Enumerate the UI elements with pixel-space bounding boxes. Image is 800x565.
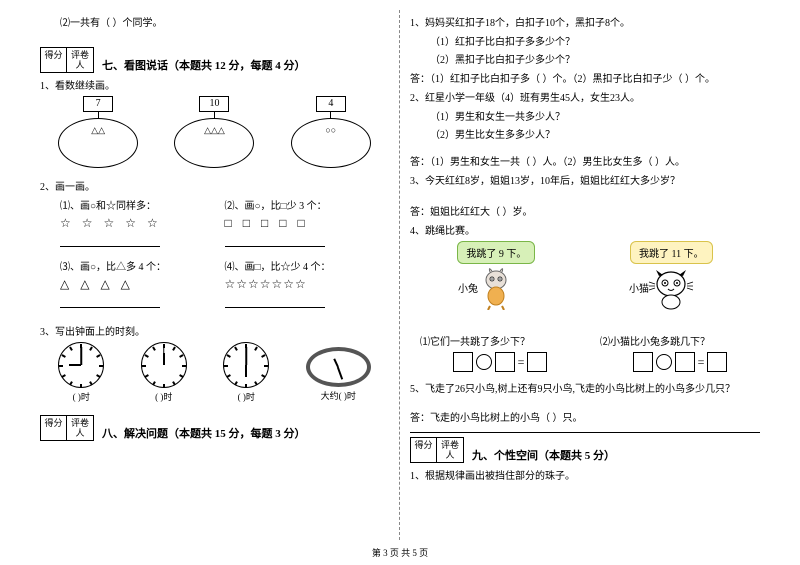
q8-2: 2、红星小学一年级（4）班有男生45人，女生23人。 xyxy=(410,89,760,104)
q8-1-2: （2）黑扣子比白扣子少多少个？ xyxy=(410,51,760,66)
section-9-title: 九、个性空间（本题共 5 分） xyxy=(472,447,615,463)
q7-3: 3、写出钟面上的时刻。 xyxy=(40,323,389,338)
q8-4-2: ⑵小猫比小兔多跳几下？ xyxy=(600,333,760,348)
draw-1: ⑴、画○和☆同样多： ☆ ☆ ☆ ☆ ☆ xyxy=(60,197,225,250)
clock-1 xyxy=(58,342,104,388)
num-box-2: 10 xyxy=(199,96,229,112)
q8-1-1: （1）红扣子比白扣子多多少个？ xyxy=(410,33,760,48)
q8-1: 1、妈妈买红扣子18个，白扣子10个，黑扣子8个。 xyxy=(410,14,760,29)
oval-2: △△△ xyxy=(174,118,254,168)
cat-bubble: 我跳了 11 下。 xyxy=(630,241,713,264)
q8-1-ans: 答：（1）红扣子比白扣子多（ ）个。（2）黑扣子比白扣子少（ ）个。 xyxy=(410,70,760,85)
q7-2: 2、画一画。 xyxy=(40,178,389,193)
num-box-1: 7 xyxy=(83,96,113,112)
q8-4-1: ⑴它们一共跳了多少下？ xyxy=(420,333,580,348)
draw-3: ⑶、画○，比△多 4 个： △ △ △ △ xyxy=(60,258,225,311)
rabbit-icon: 小兔 xyxy=(476,268,516,325)
num-box-3: 4 xyxy=(316,96,346,112)
q8-3: 3、今天红红8岁，姐姐13岁，10年后，姐姐比红红大多少岁？ xyxy=(410,172,760,187)
q8-5: 5、飞走了26只小鸟,树上还有9只小鸟,飞走的小鸟比树上的小鸟多少几只？ xyxy=(410,380,760,395)
cat-icon: 小猫 xyxy=(648,268,694,325)
q8-2-1: （1）男生和女生一共多少人？ xyxy=(410,108,760,123)
oval-3: ○○ xyxy=(291,118,371,168)
draw-4: ⑷、画□，比☆少 4 个： ☆☆☆☆☆☆☆ xyxy=(225,258,390,311)
rabbit-bubble: 我跳了 9 下。 xyxy=(457,241,535,264)
section-7-title: 七、看图说话（本题共 12 分，每题 4 分） xyxy=(102,57,306,73)
oval-1: △△ xyxy=(58,118,138,168)
q8-2-ans: 答：（1）男生和女生一共（ ）人。（2）男生比女生多（ ）人。 xyxy=(410,153,760,168)
score-box: 得分评卷人 xyxy=(40,47,94,73)
page-footer: 第 3 页 共 5 页 xyxy=(0,546,800,559)
q8-4: 4、跳绳比赛。 xyxy=(410,222,760,237)
section-8-title: 八、解决问题（本题共 15 分，每题 3 分） xyxy=(102,425,306,441)
score-box-8: 得分评卷人 xyxy=(40,415,94,441)
draw-2: ⑵、画○，比□少 3 个： □ □ □ □ □ xyxy=(225,197,390,250)
q8-3-ans: 答：姐姐比红红大（ ）岁。 xyxy=(410,203,760,218)
eq-1: = xyxy=(420,352,580,372)
clock-4 xyxy=(306,347,371,387)
q8-2-2: （2）男生比女生多多少人？ xyxy=(410,126,760,141)
clock-2 xyxy=(141,342,187,388)
prev-question: ⑵一共有（ ）个同学。 xyxy=(40,14,389,29)
q9-1: 1、根据规律画出被挡住部分的珠子。 xyxy=(410,467,760,482)
clocks-row: ( )时 ( )时 ( )时 xyxy=(40,342,389,403)
q7-1: 1、看数继续画。 xyxy=(40,77,389,92)
number-boxes-row: 7 △△ 10 △△△ 4 ○○ xyxy=(40,96,389,168)
q8-5-ans: 答：飞走的小鸟比树上的小鸟（ ）只。 xyxy=(410,409,760,424)
score-box-9: 得分评卷人 xyxy=(410,437,464,463)
eq-2: = xyxy=(600,352,760,372)
clock-3 xyxy=(223,342,269,388)
